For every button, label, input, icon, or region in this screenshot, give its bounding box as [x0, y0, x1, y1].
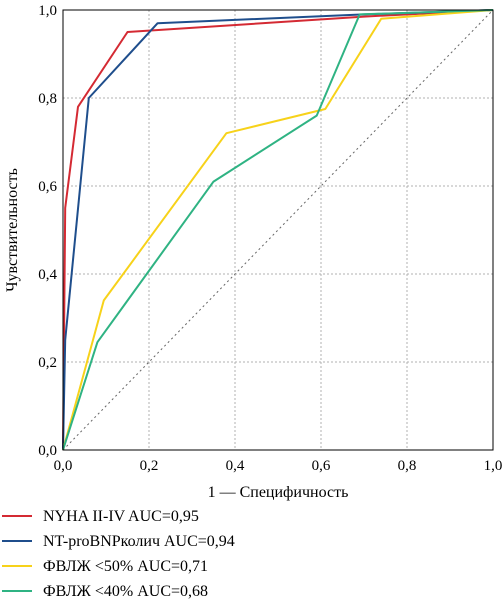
series-line-4 [62, 9, 494, 451]
legend-label: NYHA II-IV AUC=0,95 [43, 508, 199, 525]
legend-label: ФВЛЖ <50% AUC=0,71 [43, 558, 208, 575]
x-tick-labels: 0,0 0,2 0,4 0,6 0,8 1,0 [54, 458, 502, 474]
legend-label: NT-proBNPколич AUC=0,94 [43, 533, 235, 550]
x-tick-label: 1,0 [484, 458, 502, 474]
y-tick-label: 0,4 [38, 267, 57, 283]
plot-frame [62, 9, 494, 451]
series-line-1 [62, 9, 494, 451]
series-line-2 [62, 9, 494, 451]
x-tick-label: 0,6 [312, 458, 331, 474]
y-axis-label: Чувствительность [4, 168, 21, 292]
grid [63, 10, 493, 450]
y-tick-label: 0,8 [38, 91, 57, 107]
reference-line [62, 9, 494, 451]
x-tick-label: 0,0 [54, 458, 73, 474]
x-tick-label: 0,4 [226, 458, 245, 474]
series-line-3 [62, 9, 494, 451]
reference-diagonal [62, 9, 494, 451]
y-tick-label: 0,2 [38, 355, 57, 371]
series-lines [62, 9, 494, 451]
legend: NYHA II-IV AUC=0,95 NT-proBNPколич AUC=0,… [2, 508, 235, 599]
x-tick-label: 0,8 [398, 458, 417, 474]
y-tick-label: 1,0 [38, 3, 57, 19]
x-axis-label: 1 — Специфичность [208, 484, 349, 501]
y-tick-label: 0,6 [38, 179, 57, 195]
x-tick-label: 0,2 [140, 458, 159, 474]
y-tick-label: 0,0 [38, 443, 57, 459]
legend-label: ФВЛЖ <40% AUC=0,68 [43, 583, 208, 599]
y-tick-labels: 0,0 0,2 0,4 0,6 0,8 1,0 [38, 3, 57, 459]
